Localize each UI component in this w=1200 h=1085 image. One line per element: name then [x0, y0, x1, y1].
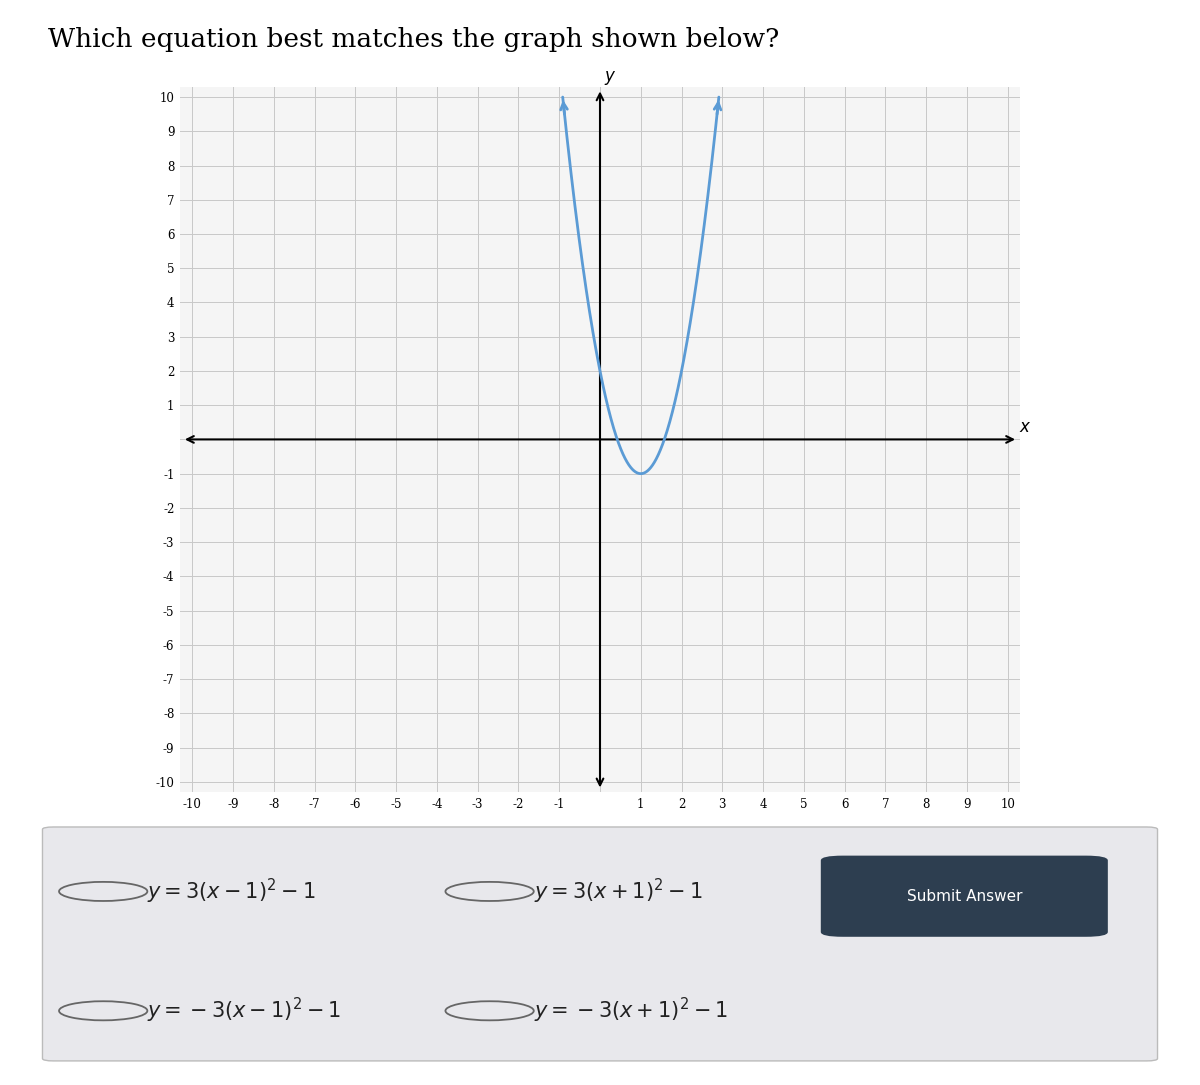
FancyBboxPatch shape — [821, 856, 1108, 936]
Text: $y = -3(x + 1)^2 - 1$: $y = -3(x + 1)^2 - 1$ — [534, 996, 728, 1025]
Text: $y = -3(x - 1)^2 - 1$: $y = -3(x - 1)^2 - 1$ — [148, 996, 342, 1025]
FancyBboxPatch shape — [42, 827, 1158, 1061]
Text: $y = 3(x + 1)^2 - 1$: $y = 3(x + 1)^2 - 1$ — [534, 877, 702, 906]
Text: Submit Answer: Submit Answer — [906, 889, 1022, 904]
Text: $y$: $y$ — [604, 69, 617, 88]
Text: Which equation best matches the graph shown below?: Which equation best matches the graph sh… — [48, 27, 779, 52]
Text: $x$: $x$ — [1019, 419, 1032, 436]
Text: $y = 3(x - 1)^2 - 1$: $y = 3(x - 1)^2 - 1$ — [148, 877, 316, 906]
